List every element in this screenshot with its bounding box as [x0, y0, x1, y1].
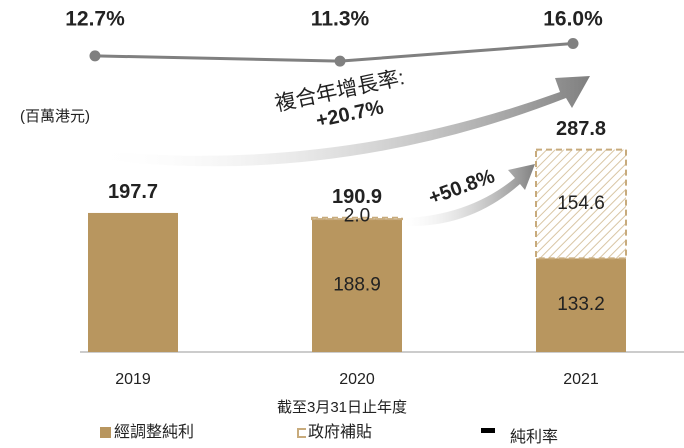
line-point: [89, 50, 101, 62]
bar-segment: [311, 216, 403, 221]
legend: 經調整純利 政府補貼 純利率: [100, 423, 558, 446]
legend-label: 純利率: [510, 428, 558, 446]
x-tick-label: 2020: [339, 371, 375, 388]
data-label: 154.6: [557, 193, 605, 214]
bar-segment: [536, 258, 626, 352]
line-point: [567, 38, 579, 49]
legend-label: 政府補貼: [308, 423, 372, 441]
bar-segment: [535, 148, 627, 260]
total-label: 197.7: [108, 181, 158, 203]
legend-swatch: [297, 428, 306, 438]
line: [94, 42, 574, 63]
total-label: 190.9: [332, 186, 382, 208]
bar-segment: [88, 212, 178, 352]
legend-label: 經調整純利: [114, 423, 194, 441]
line-point: [334, 55, 346, 67]
growth-arrow: [405, 164, 535, 227]
x-tick-label: 2021: [563, 371, 599, 388]
data-label: 11.3%: [311, 8, 370, 31]
legend-swatch: [100, 427, 111, 438]
y-axis-label: (百萬港元): [20, 108, 90, 125]
bar-segment: [312, 219, 402, 352]
data-label: 12.7%: [65, 8, 125, 31]
data-label: 2.0: [344, 205, 370, 226]
data-label: 16.0%: [543, 8, 603, 31]
legend-swatch: [481, 428, 495, 433]
x-tick-label: 2019: [115, 371, 151, 388]
data-label: 188.9: [333, 275, 381, 296]
x-axis-label: 截至3月31日止年度: [277, 399, 407, 416]
total-label: 287.8: [556, 118, 606, 140]
data-label: 133.2: [557, 294, 605, 315]
cagr-arrow: [90, 76, 590, 167]
